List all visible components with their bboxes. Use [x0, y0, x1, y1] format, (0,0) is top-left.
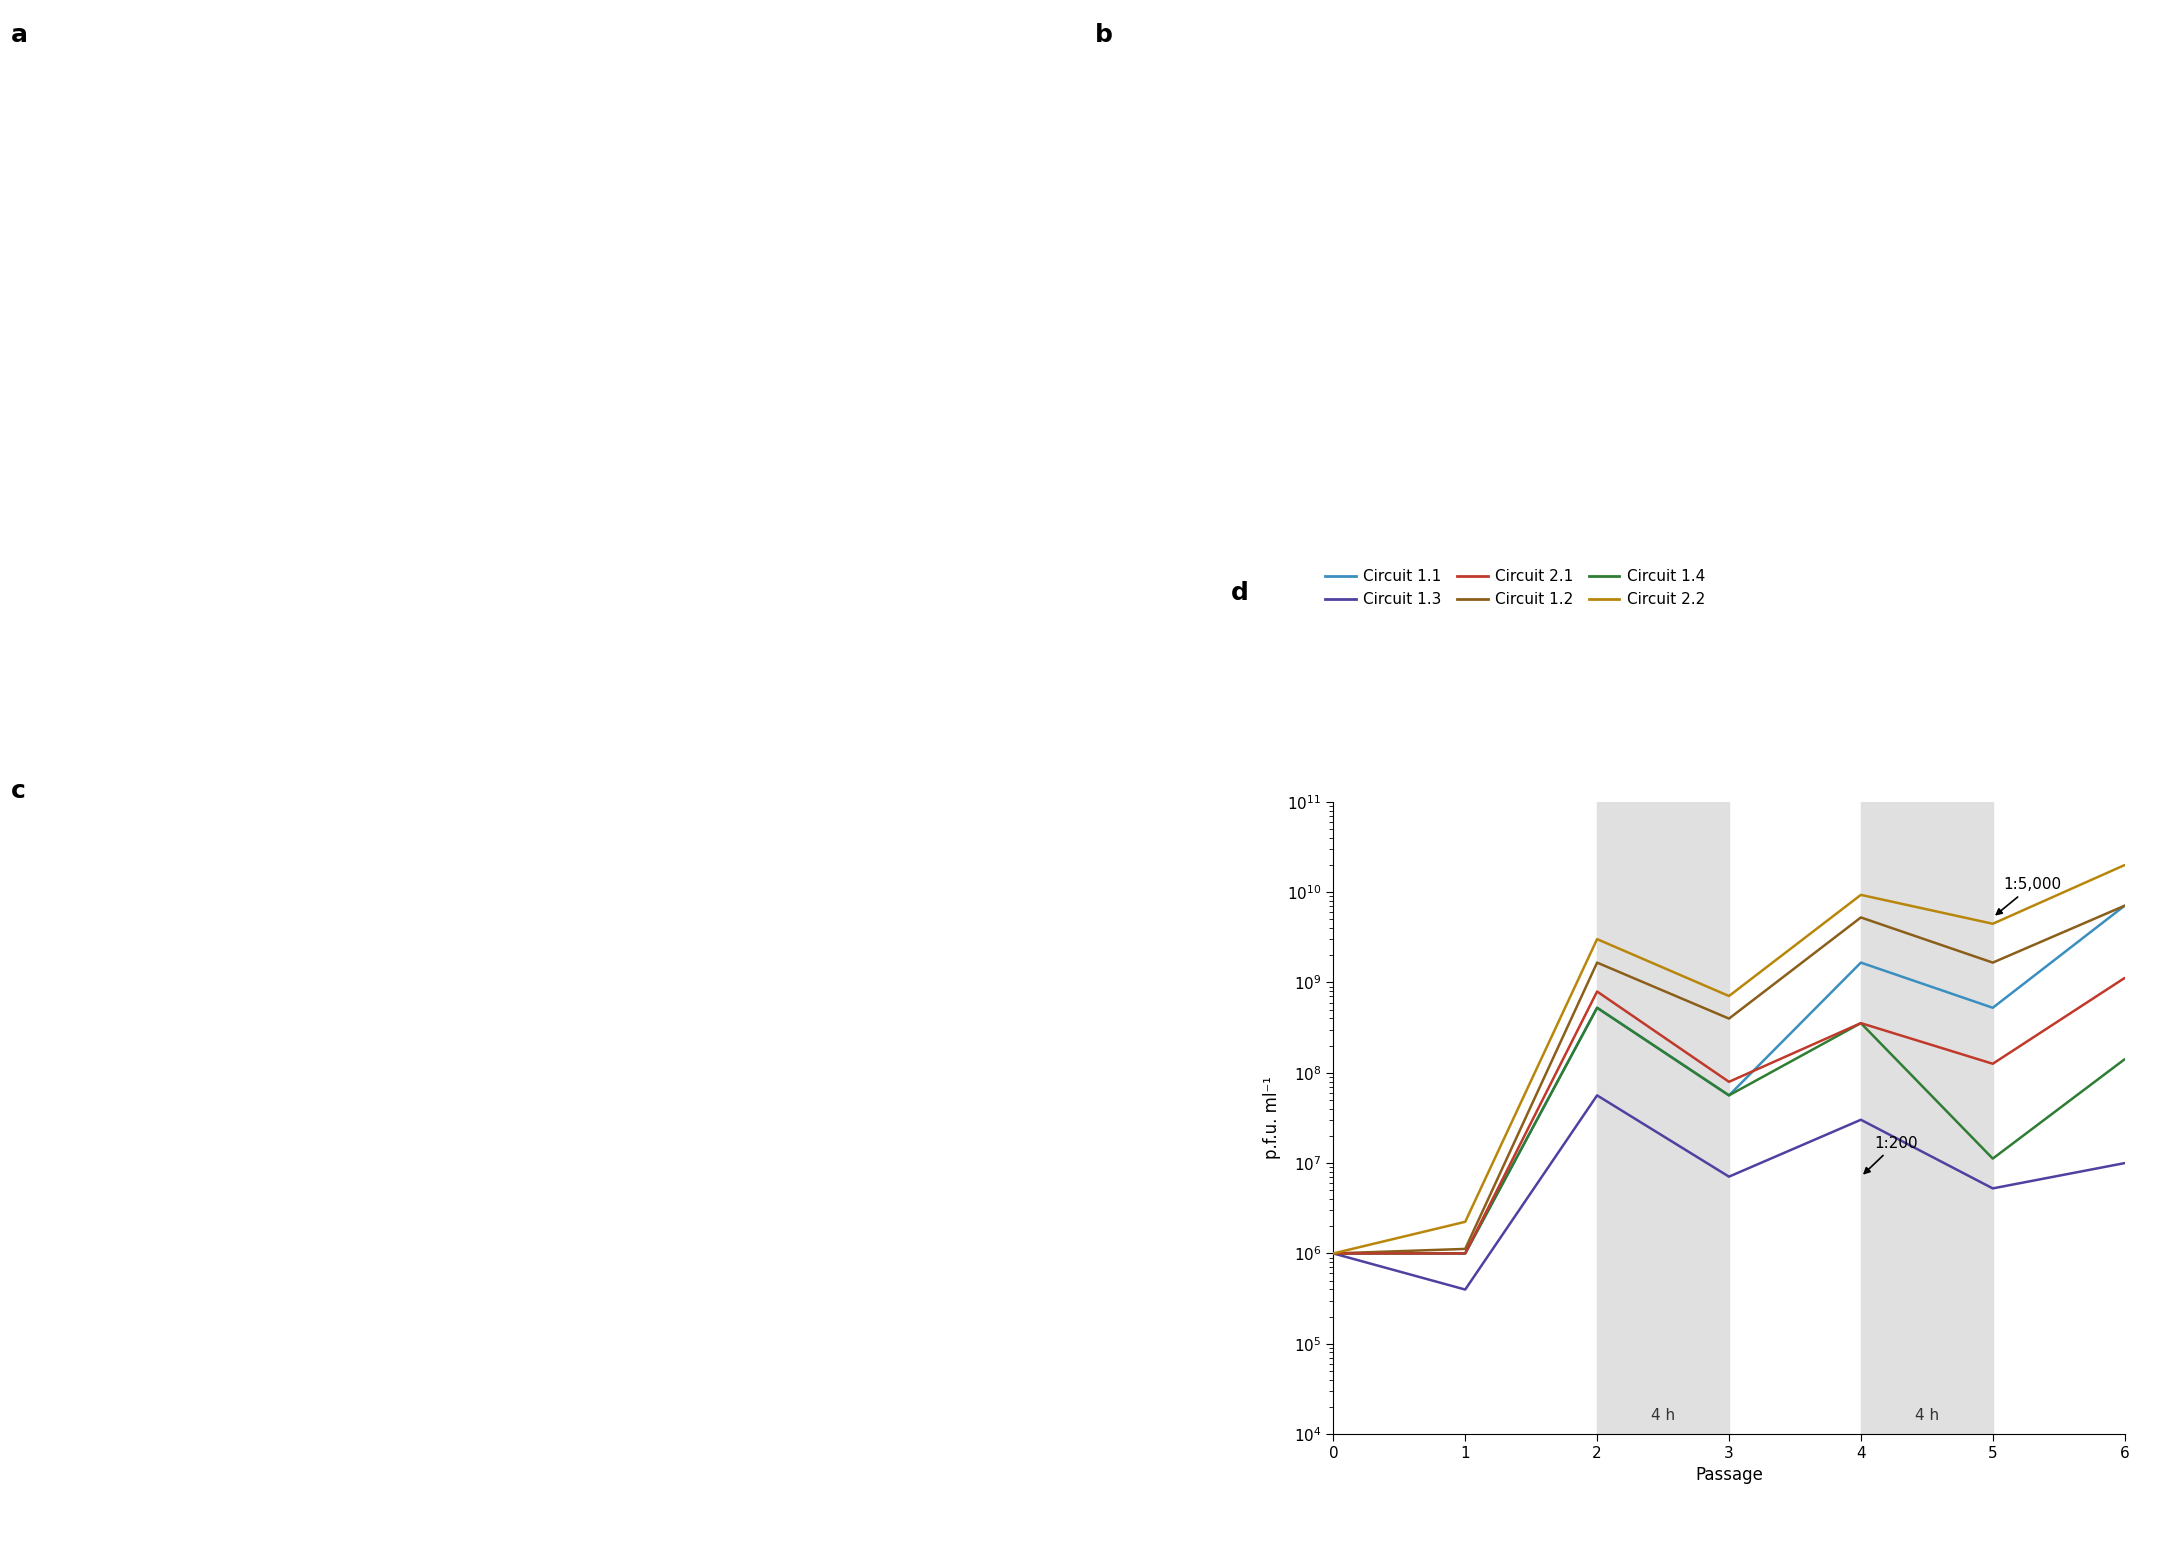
Text: 1:5,000: 1:5,000 — [1997, 877, 2062, 914]
Bar — [1860, 802, 1992, 1434]
Text: b: b — [1095, 23, 1112, 48]
Legend: Circuit 1.1, Circuit 1.3, Circuit 2.1, Circuit 1.2, Circuit 1.4, Circuit 2.2: Circuit 1.1, Circuit 1.3, Circuit 2.1, C… — [1325, 569, 1706, 608]
Text: 4 h: 4 h — [1914, 1408, 1938, 1423]
Text: c: c — [11, 779, 26, 803]
Bar — [1598, 802, 1730, 1434]
Text: d: d — [1231, 581, 1249, 604]
Text: 1:200: 1:200 — [1864, 1136, 1919, 1173]
Text: a: a — [11, 23, 28, 48]
Y-axis label: p.f.u. ml⁻¹: p.f.u. ml⁻¹ — [1264, 1076, 1281, 1160]
Text: 4 h: 4 h — [1652, 1408, 1676, 1423]
X-axis label: Passage: Passage — [1695, 1466, 1763, 1485]
